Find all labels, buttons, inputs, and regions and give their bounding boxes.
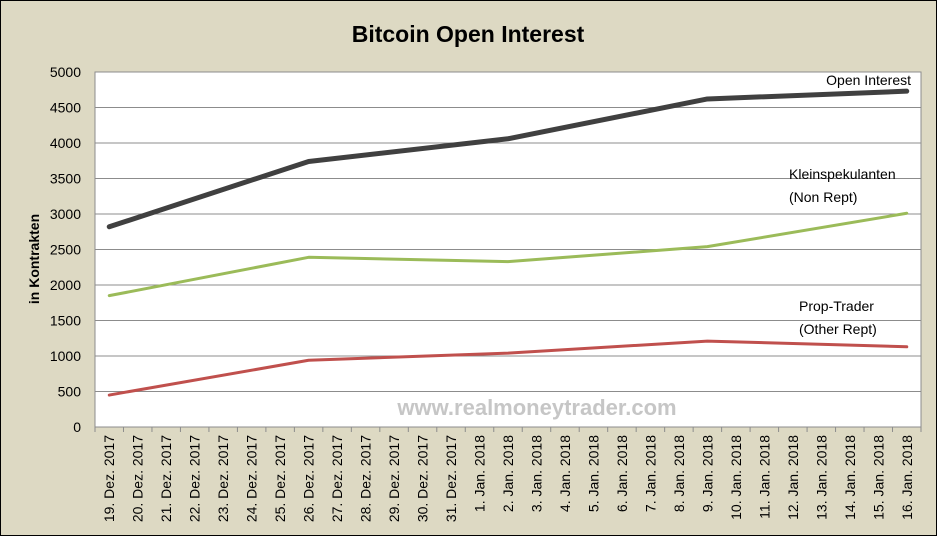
series-label-2: Kleinspekulanten [789,166,896,182]
chart-title: Bitcoin Open Interest [352,21,585,47]
y-tick-label: 5000 [50,64,81,80]
x-tick-label: 13. Jan. 2018 [813,435,829,520]
x-tick-label: 19. Dez. 2017 [101,435,117,522]
x-tick-label: 22. Dez. 2017 [187,435,203,522]
y-tick-label: 3500 [50,171,81,187]
x-tick-label: 9. Jan. 2018 [699,435,715,512]
x-tick-label: 11. Jan. 2018 [756,435,772,519]
x-tick-label: 8. Jan. 2018 [671,435,687,512]
y-tick-label: 500 [58,384,82,400]
x-tick-label: 24. Dez. 2017 [244,435,260,522]
x-tick-label: 15. Jan. 2018 [870,435,886,520]
x-tick-label: 16. Jan. 2018 [899,435,915,520]
series-label-3: Prop-Trader [799,298,874,314]
y-tick-label: 1000 [50,348,81,364]
x-tick-label: 27. Dez. 2017 [329,435,345,522]
x-tick-label: 6. Jan. 2018 [614,435,630,512]
x-tick-label: 1. Jan. 2018 [472,435,488,512]
series-label-1: Open Interest [826,72,911,88]
x-tick-label: 5. Jan. 2018 [585,435,601,512]
y-tick-label: 4500 [50,100,81,116]
plot-border [94,71,922,428]
x-tick-label: 30. Dez. 2017 [415,435,431,522]
y-tick-label: 0 [73,419,81,435]
x-tick-label: 25. Dez. 2017 [272,435,288,522]
x-tick-label: 3. Jan. 2018 [528,435,544,512]
x-tick-label: 2. Jan. 2018 [500,435,516,512]
y-tick-label: 2500 [50,242,81,258]
x-tick-label: 4. Jan. 2018 [557,435,573,512]
x-tick-label: 29. Dez. 2017 [386,435,402,522]
x-tick-label: 20. Dez. 2017 [130,435,146,522]
series-label-2: (Non Rept) [789,189,857,205]
y-tick-label: 1500 [50,313,81,329]
x-tick-label: 14. Jan. 2018 [842,435,858,520]
x-tick-label: 21. Dez. 2017 [158,435,174,522]
plot-area: 0 500 1000 1500 2000 2500 3000 3500 4000 4500 5000… [50,64,922,522]
watermark: www.realmoneytrader.com [396,395,676,420]
y-tick-label: 4000 [50,135,81,151]
x-tick-label: 7. Jan. 2018 [642,435,658,512]
x-tick-label: 10. Jan. 2018 [728,435,744,520]
x-tick-label: 28. Dez. 2017 [358,435,374,522]
y-axis-label: in Kontrakten [26,214,42,304]
x-tick-label: 12. Jan. 2018 [785,435,801,520]
x-tick-label: 26. Dez. 2017 [301,435,317,522]
x-tick-label: 23. Dez. 2017 [215,435,231,522]
y-tick-label: 3000 [50,206,81,222]
y-tick-label: 2000 [50,277,81,293]
series-label-3: (Other Rept) [799,321,877,337]
x-tick-label: 31. Dez. 2017 [443,435,459,522]
